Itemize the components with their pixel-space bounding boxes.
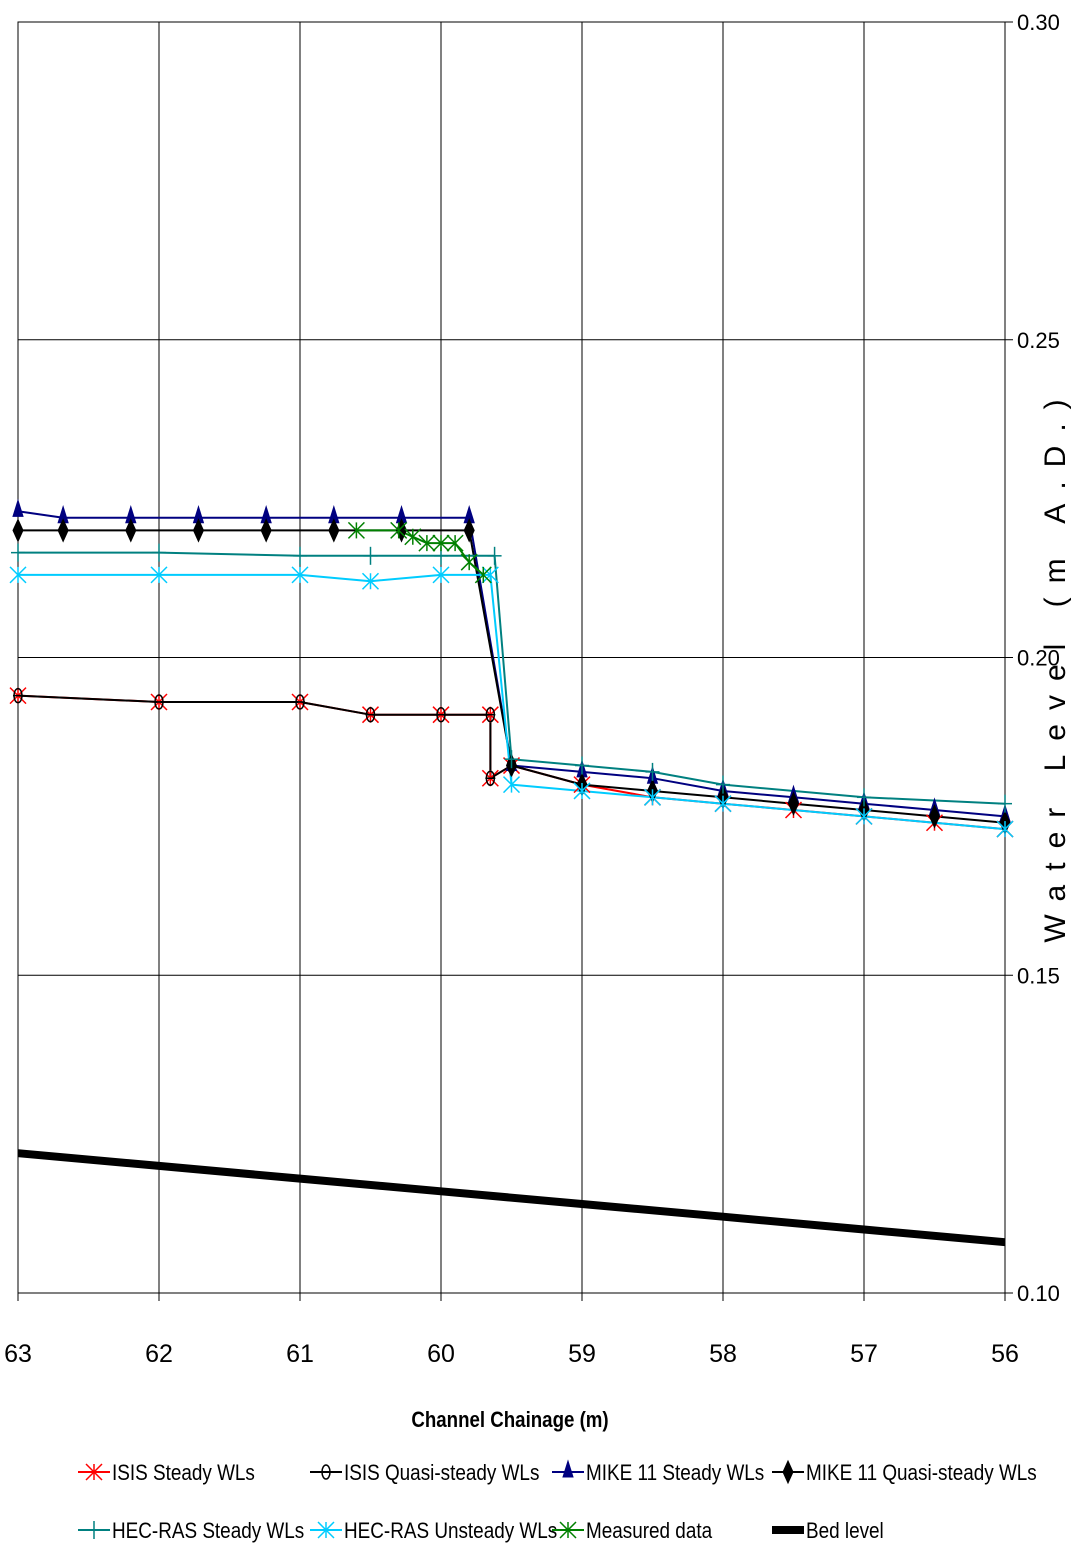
data-point-mike-11-steady-wls (12, 498, 24, 517)
legend-label: ISIS Quasi-steady WLs (344, 1461, 539, 1486)
data-point-hec-ras-steady-wls (487, 546, 502, 565)
legend-label: ISIS Steady WLs (112, 1461, 255, 1486)
data-point-mike-11-quasi-steady-wls (928, 804, 941, 829)
data-point-mike-11-quasi-steady-wls (125, 518, 137, 543)
data-point-hec-ras-steady-wls (716, 775, 730, 794)
legend-item-isis-steady-wls: ISIS Steady WLs (78, 1461, 255, 1486)
data-point-isis-quasi-steady-wls (13, 687, 23, 704)
legend-marker (559, 1521, 577, 1539)
y-tick-label: 0.20 (1017, 646, 1060, 671)
data-point-isis-quasi-steady-wls (436, 706, 446, 723)
data-point-measured-data (347, 521, 365, 539)
y-tick-label: 0.30 (1017, 10, 1060, 35)
series-markers (9, 498, 1014, 838)
data-point-hec-ras-unsteady-wls (291, 566, 309, 584)
data-point-hec-ras-steady-wls (11, 543, 25, 562)
data-point-measured-data (474, 566, 492, 584)
legend-marker (321, 1464, 331, 1480)
data-point-mike-11-quasi-steady-wls (328, 518, 340, 543)
legend-label: MIKE 11 Steady WLs (586, 1461, 764, 1486)
data-point-hec-ras-unsteady-wls (432, 566, 450, 584)
x-tick-label: 63 (4, 1340, 32, 1368)
data-point-mike-11-quasi-steady-wls (787, 791, 800, 816)
legend-label: Bed level (806, 1519, 884, 1544)
series-line-mike-11-steady-wls (17, 510, 1006, 818)
data-point-hec-ras-steady-wls (998, 794, 1012, 813)
data-point-measured-data (432, 534, 450, 552)
legend-label: HEC-RAS Steady WLs (112, 1519, 304, 1544)
series-line-mike-11-quasi-steady-wls (18, 529, 1006, 824)
x-tick-label: 56 (991, 1340, 1019, 1368)
axis-labels: Channel Chainage (m) Water Level (m A.D.… (411, 385, 1072, 1432)
legend-marker (782, 1459, 794, 1485)
x-axis-title: Channel Chainage (m) (411, 1409, 608, 1433)
y-axis-title: Water Level (m A.D.) (1039, 385, 1072, 942)
data-point-hec-ras-steady-wls (575, 756, 589, 775)
axes: 63 62 61 60 59 58 57 56 0.10 0.15 0.20 0.25 0.30 (4, 10, 1060, 1368)
data-point-hec-ras-unsteady-wls (643, 788, 662, 806)
legend-label: Measured data (586, 1519, 713, 1544)
data-point-hec-ras-steady-wls (293, 546, 307, 565)
legend-item-mike-11-quasi-steady-wls: MIKE 11 Quasi-steady WLs (772, 1459, 1037, 1486)
data-point-hec-ras-unsteady-wls (150, 566, 168, 584)
legend: ISIS Steady WLs ISIS Quasi-steady WLs MIKE… (78, 1459, 1037, 1544)
data-point-measured-data (418, 534, 436, 552)
data-point-measured-data (404, 528, 422, 546)
data-point-isis-quasi-steady-wls (154, 694, 164, 710)
x-tick-label: 59 (568, 1340, 596, 1368)
data-point-measured-data (460, 553, 478, 571)
data-point-isis-quasi-steady-wls (485, 706, 496, 723)
series-line-isis-quasi-steady-wls (17, 694, 513, 780)
legend-item-bed-level: Bed level (772, 1519, 884, 1544)
data-point-hec-ras-unsteady-wls (996, 820, 1014, 838)
data-point-hec-ras-unsteady-wls (9, 566, 27, 584)
series-line-hec-ras-steady-wls (18, 551, 1006, 805)
data-point-hec-ras-unsteady-wls (481, 566, 499, 584)
data-point-hec-ras-steady-wls (504, 750, 519, 769)
legend-item-hec-ras-steady-wls: HEC-RAS Steady WLs (78, 1519, 304, 1544)
series-lines (17, 510, 1006, 1247)
legend-item-hec-ras-unsteady-wls: HEC-RAS Unsteady WLs (310, 1519, 557, 1544)
y-tick-label: 0.15 (1017, 963, 1060, 988)
x-tick-label: 60 (427, 1340, 455, 1368)
x-tick-label: 57 (850, 1340, 878, 1368)
y-tick-label: 0.10 (1017, 1281, 1060, 1306)
legend-item-measured-data: Measured data (552, 1519, 713, 1544)
x-tick-label: 61 (286, 1340, 314, 1368)
data-point-measured-data (446, 534, 464, 552)
data-point-hec-ras-unsteady-wls (502, 776, 521, 794)
data-point-isis-quasi-steady-wls (365, 706, 376, 723)
data-point-isis-quasi-steady-wls (295, 694, 305, 710)
data-point-mike-11-quasi-steady-wls (57, 518, 69, 543)
x-tick-label: 62 (145, 1340, 173, 1368)
data-point-hec-ras-steady-wls (645, 762, 660, 781)
legend-marker (87, 1521, 101, 1539)
data-point-isis-quasi-steady-wls (485, 770, 496, 786)
legend-item-mike-11-steady-wls: MIKE 11 Steady WLs (552, 1459, 764, 1486)
data-point-mike-11-quasi-steady-wls (192, 518, 205, 543)
y-tick-label: 0.25 (1017, 328, 1060, 353)
legend-marker (85, 1463, 103, 1481)
legend-item-isis-quasi-steady-wls: ISIS Quasi-steady WLs (310, 1461, 539, 1486)
legend-label: MIKE 11 Quasi-steady WLs (806, 1461, 1037, 1486)
legend-marker (562, 1459, 574, 1478)
data-point-hec-ras-steady-wls (363, 546, 378, 565)
data-point-hec-ras-steady-wls (857, 788, 871, 807)
data-point-hec-ras-unsteady-wls (361, 572, 380, 590)
data-point-hec-ras-steady-wls (152, 543, 166, 562)
legend-label: HEC-RAS Unsteady WLs (344, 1519, 557, 1544)
data-point-hec-ras-unsteady-wls (855, 807, 873, 825)
x-tick-label: 58 (709, 1340, 737, 1368)
legend-marker (317, 1521, 335, 1539)
series-line-bed-level (17, 1149, 1006, 1247)
data-point-hec-ras-unsteady-wls (573, 782, 591, 800)
data-point-mike-11-quasi-steady-wls (12, 518, 24, 543)
data-point-mike-11-quasi-steady-wls (463, 518, 475, 543)
data-point-measured-data (390, 521, 408, 539)
series-line-hec-ras-unsteady-wls (18, 573, 1006, 831)
data-point-mike-11-quasi-steady-wls (260, 518, 272, 543)
data-point-hec-ras-unsteady-wls (714, 795, 732, 813)
